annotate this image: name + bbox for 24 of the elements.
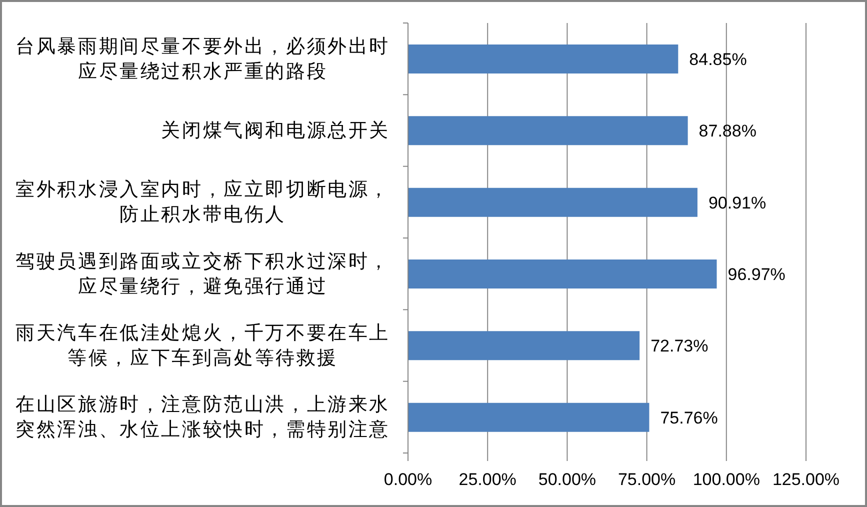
bar	[408, 188, 698, 217]
data-label: 90.91%	[708, 193, 766, 212]
bar	[408, 331, 640, 360]
x-tick-label: 50.00%	[538, 470, 596, 490]
y-tick-label: 在山区旅游时，注意防范山洪，上游来水突然浑浊、水位上涨较快时，需特别注意	[16, 393, 390, 440]
y-tick-label: 室外积水浸入室内时，应立即切断电源，防止积水带电伤人	[16, 178, 390, 226]
x-tick-label: 25.00%	[458, 470, 516, 490]
bar	[408, 116, 688, 146]
bar	[408, 402, 650, 432]
y-tick-label: 关闭煤气阀和电源总开关	[161, 120, 390, 141]
data-label: 87.88%	[698, 122, 756, 141]
bar	[408, 260, 717, 288]
data-label: 96.97%	[728, 265, 786, 284]
bar	[408, 44, 678, 74]
y-tick-label: 台风暴雨期间尽量不要外出，必须外出时应尽量绕过积水严重的路段	[16, 36, 390, 82]
x-tick-label: 100.00%	[692, 470, 760, 490]
data-label: 72.73%	[650, 336, 708, 356]
x-tick-label: 0.00%	[384, 470, 432, 490]
y-tick-label: 雨天汽车在低洼处熄火，千万不要在车上等候，应下车到高处等待救援	[16, 322, 390, 368]
data-label: 75.76%	[660, 408, 718, 428]
data-label: 84.85%	[689, 50, 747, 70]
y-tick-label: 驾驶员遇到路面或立交桥下积水过深时，应尽量绕行，避免强行通过	[16, 250, 390, 297]
x-tick-label: 75.00%	[618, 470, 676, 490]
x-tick-label: 125.00%	[772, 470, 840, 490]
